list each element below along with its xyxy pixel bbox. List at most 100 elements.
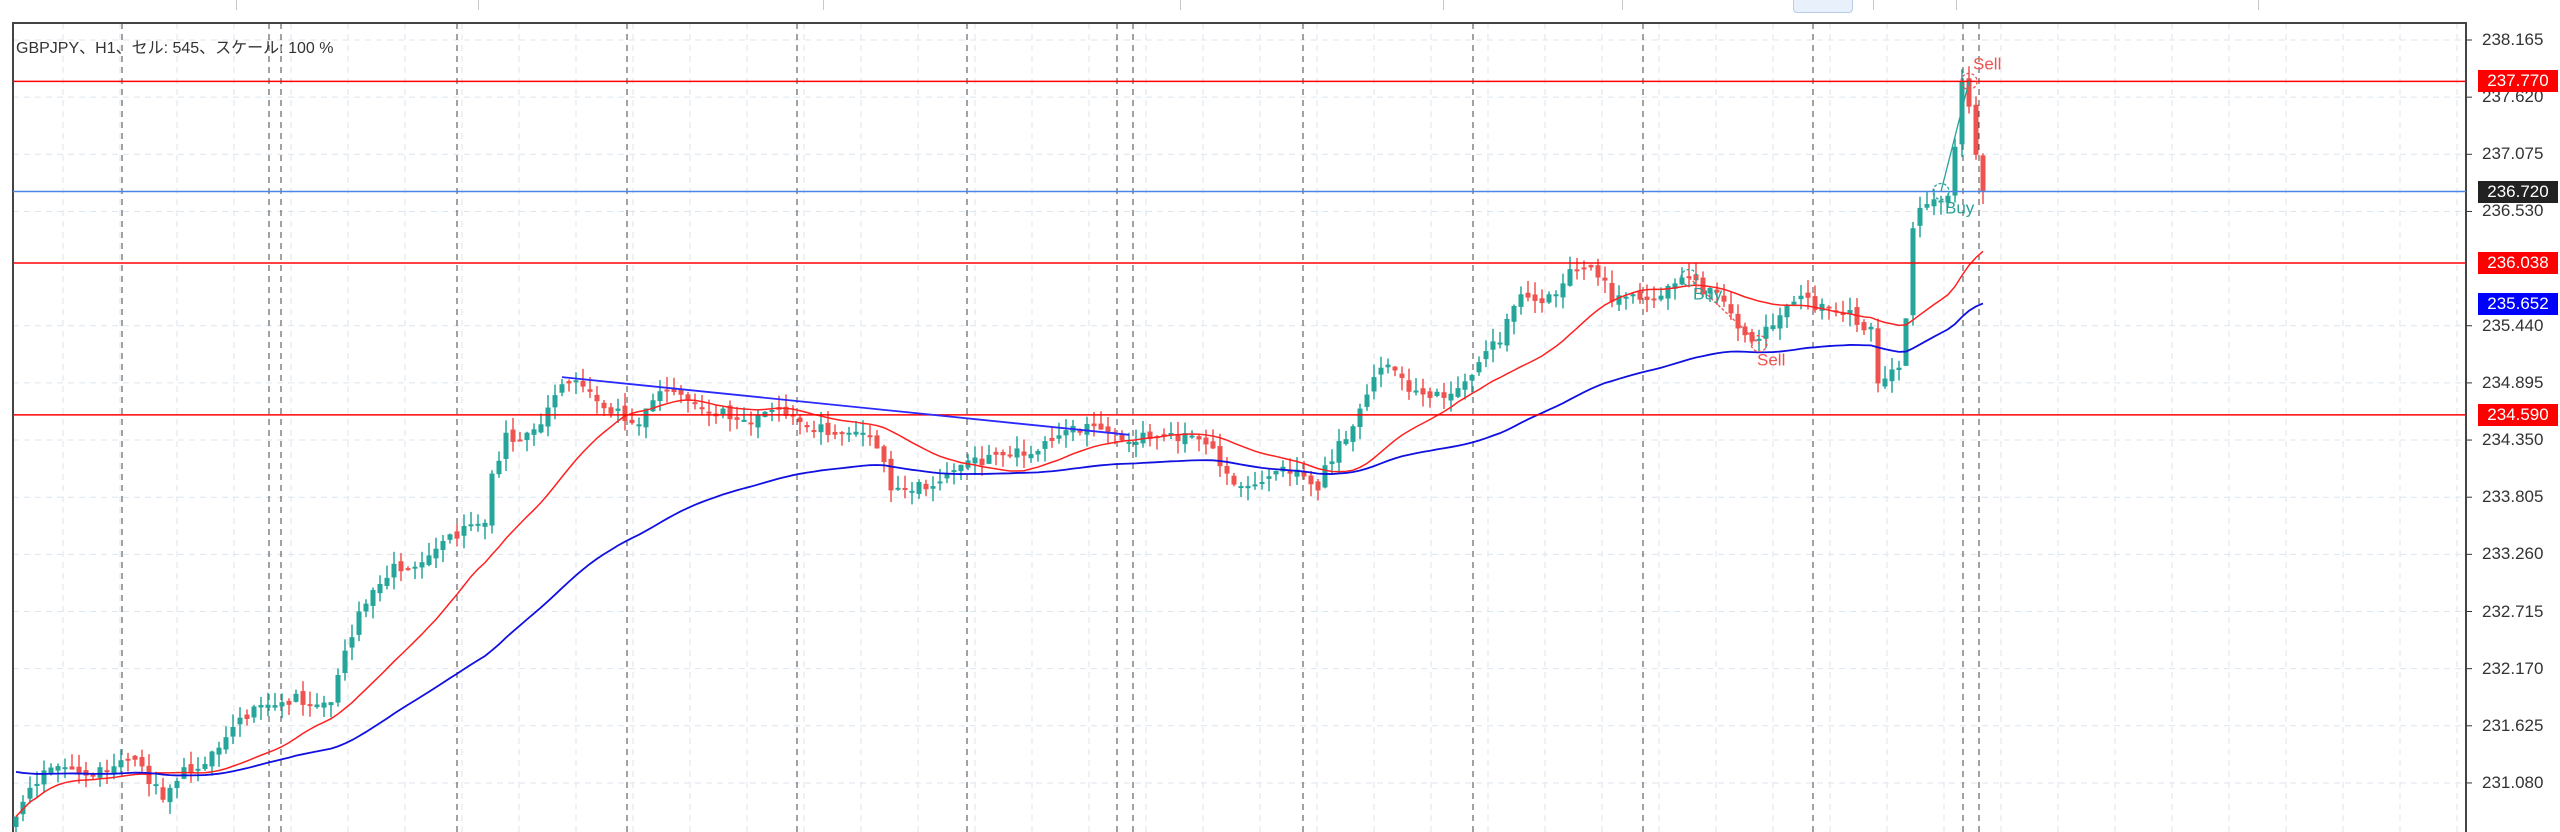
candle-body (1000, 451, 1006, 456)
candle-body (1455, 388, 1461, 397)
candle-body (335, 674, 341, 703)
candle (1007, 445, 1013, 459)
candle-body (1035, 450, 1041, 455)
candle-body (398, 561, 404, 572)
candle (1483, 340, 1489, 368)
candle (1315, 479, 1321, 501)
candle (1833, 302, 1839, 317)
candle (251, 704, 257, 723)
candle (1280, 460, 1286, 478)
candle-body (1483, 351, 1489, 360)
candle (993, 447, 999, 466)
candle (755, 409, 761, 439)
candle-body (1021, 451, 1027, 456)
candle-body (293, 693, 299, 702)
candle (846, 426, 852, 442)
candle-body (1490, 341, 1496, 350)
candle (1728, 291, 1734, 321)
candle (825, 411, 831, 443)
candle-body (468, 524, 474, 527)
candle (874, 430, 880, 449)
candle (566, 379, 572, 392)
candle-body (160, 787, 166, 800)
candle-body (860, 432, 866, 435)
candle (1532, 282, 1538, 314)
ma-fast-line (15, 250, 1984, 818)
candle (916, 479, 922, 499)
candle-body (734, 417, 740, 420)
candle-body (1819, 303, 1825, 311)
candle-body (1567, 269, 1573, 286)
candle (27, 776, 33, 804)
chart-header: GBPJPY、H1、セル: 545、スケール: 100 % (16, 40, 334, 57)
candle (727, 400, 733, 432)
candle-body (531, 429, 537, 435)
candle-body (1308, 475, 1314, 485)
candle (1721, 284, 1727, 307)
candle-body (1945, 195, 1951, 203)
candle-body (1098, 423, 1104, 430)
candle-body (1917, 207, 1923, 226)
candle (1238, 481, 1244, 498)
candle (286, 698, 292, 715)
candle (1042, 436, 1048, 462)
candle-body (349, 637, 355, 648)
candle-body (223, 737, 229, 750)
candle-body (1350, 426, 1356, 442)
candle (1329, 449, 1335, 476)
candle-body (482, 522, 488, 527)
price-label: 236.038 (2478, 252, 2558, 275)
candle-body (1931, 199, 1937, 207)
candle-body (650, 400, 656, 412)
candle (685, 391, 691, 413)
candle-body (230, 726, 236, 737)
candle-body (1007, 454, 1013, 457)
candle (1105, 416, 1111, 445)
candle-body (895, 487, 901, 490)
candle (1308, 470, 1314, 497)
candle (1602, 266, 1608, 294)
candle-body (1763, 326, 1769, 339)
toolbar-separator (823, 0, 824, 10)
candle (1413, 378, 1419, 396)
price-label: 234.590 (2478, 403, 2558, 426)
candle-body (888, 458, 894, 491)
candle-body (97, 767, 103, 778)
price-label: 237.770 (2478, 70, 2558, 93)
candle (734, 406, 740, 430)
candle-body (755, 415, 761, 428)
candle (552, 384, 558, 420)
candle-body (1532, 294, 1538, 301)
candle-body (69, 766, 75, 770)
price-tick-label: 234.350 (2482, 430, 2544, 450)
candle (650, 393, 656, 413)
candle-body (1385, 364, 1391, 368)
candle-body (328, 702, 334, 706)
candle-body (1266, 476, 1272, 479)
candle (279, 693, 285, 719)
candle (1406, 368, 1412, 400)
price-label: 236.720 (2478, 180, 2558, 203)
candle (76, 754, 82, 784)
candle-body (1504, 318, 1510, 346)
candle (510, 417, 516, 452)
candle (629, 408, 635, 425)
candle-body (622, 405, 628, 421)
candle (1714, 282, 1720, 305)
candle (1350, 424, 1356, 452)
candle-body (846, 432, 852, 435)
candle (1378, 356, 1384, 388)
candle-body (1182, 433, 1188, 445)
candle-body (1511, 305, 1517, 322)
candle-body (503, 432, 509, 459)
candles (13, 66, 1986, 832)
candle (1770, 313, 1776, 332)
candle (1021, 439, 1027, 468)
candle-body (1777, 315, 1783, 329)
toolbar-separator (1956, 0, 1957, 10)
candle (384, 565, 390, 590)
toolbar-button[interactable] (1793, 0, 1853, 13)
candle (272, 692, 278, 711)
candle (468, 511, 474, 531)
